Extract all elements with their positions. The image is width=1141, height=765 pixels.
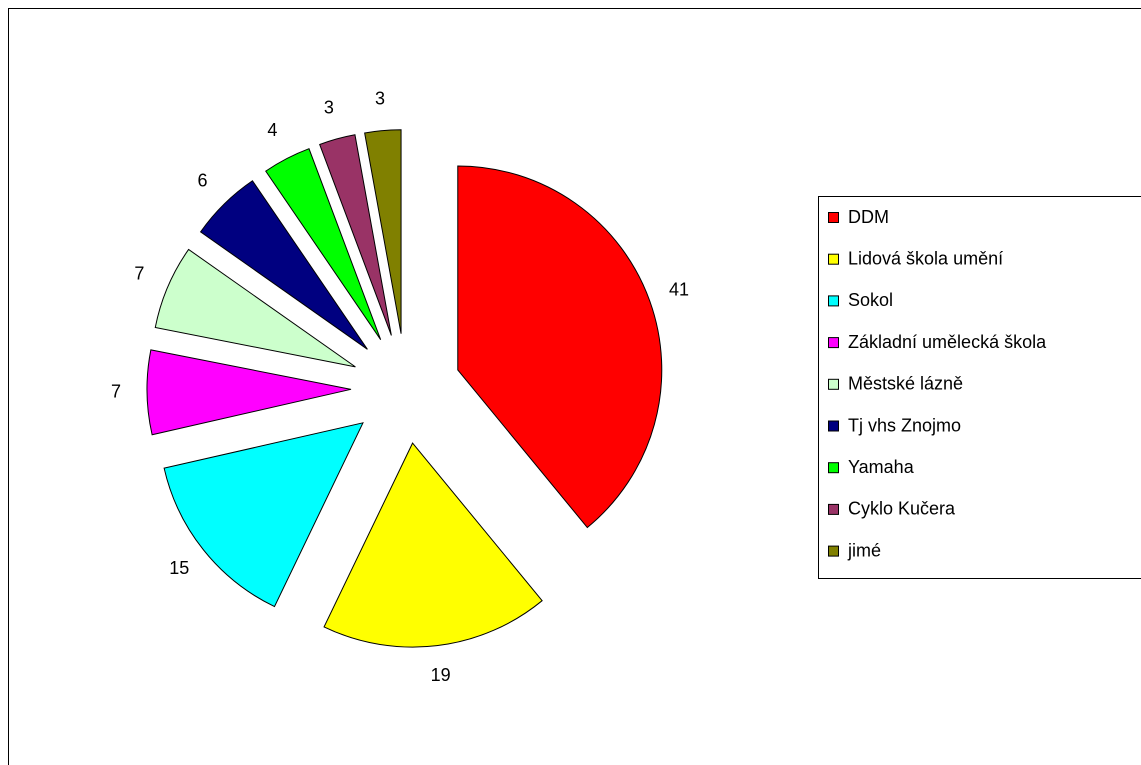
legend-swatch	[828, 337, 839, 349]
pie-slice	[323, 442, 543, 648]
data-label: 41	[669, 279, 689, 299]
legend-swatch	[828, 212, 839, 223]
data-label: 7	[134, 263, 144, 283]
data-label: 6	[197, 171, 207, 191]
legend-label: Yamaha	[848, 457, 915, 477]
pie-slice	[319, 134, 392, 336]
legend-swatch	[828, 295, 839, 307]
legend-swatch	[828, 420, 839, 432]
legend-label: jimé	[847, 540, 881, 560]
data-label: 19	[431, 665, 451, 685]
legend-swatch	[828, 378, 839, 390]
legend-label: Tj vhs Znojmo	[848, 415, 961, 435]
legend-swatch	[828, 253, 839, 265]
legend-label: Lidová škola umění	[848, 248, 1003, 268]
legend-swatch	[828, 545, 839, 557]
data-label: 15	[169, 558, 189, 578]
legend-swatch	[828, 462, 839, 474]
legend-label: Cyklo Kučera	[848, 499, 956, 519]
pie-slice	[154, 248, 356, 368]
data-label: 3	[375, 88, 385, 108]
pie-slice	[457, 165, 663, 529]
legend-box	[818, 196, 1141, 579]
pie-slice	[265, 148, 382, 340]
pie-slice	[163, 422, 364, 608]
pie-slice	[199, 180, 368, 350]
data-label: 4	[267, 120, 277, 140]
legend-swatch	[828, 503, 839, 515]
data-label: 3	[324, 98, 334, 118]
data-label: 7	[111, 382, 121, 402]
legend-label: Základní umělecká škola	[848, 332, 1047, 352]
pie-slice	[364, 129, 402, 334]
legend-label: Sokol	[848, 290, 893, 310]
legend-label: DDM	[848, 207, 889, 227]
legend-label: Městské lázně	[848, 374, 963, 394]
pie-slice	[146, 349, 352, 436]
